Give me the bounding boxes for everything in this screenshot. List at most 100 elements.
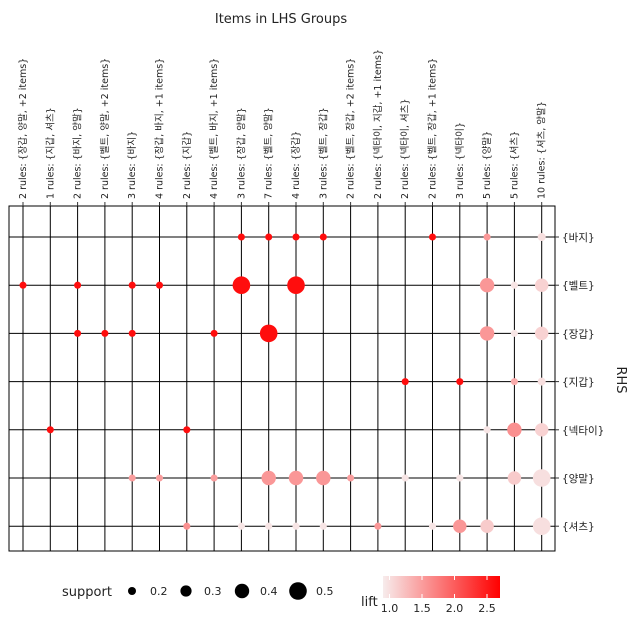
rule-point: [532, 469, 551, 487]
rule-point: [19, 281, 27, 289]
x-tick-label: 2 rules: {장갑, 양말, +2 items}: [17, 58, 29, 199]
y-tick-label: {벨트}: [562, 280, 595, 292]
support-legend-swatch: [234, 583, 250, 599]
x-tick-label: 5 rules: {양말}: [481, 131, 493, 199]
rule-point: [428, 522, 437, 530]
lift-legend-label: 2.5: [478, 602, 496, 615]
support-legend-swatch: [289, 582, 307, 600]
y-axis-label: RHS: [613, 366, 628, 393]
rule-point: [210, 474, 218, 482]
y-tick-label: {양말}: [562, 473, 595, 485]
rule-point: [237, 233, 245, 241]
x-tick-label: 2 rules: {벨트, 양말, +2 items}: [99, 58, 111, 199]
rule-point: [128, 281, 136, 289]
x-tick-label: 10 rules: {셔츠, 양말}: [536, 101, 548, 199]
rule-point: [537, 233, 546, 241]
rule-point: [237, 522, 245, 530]
support-legend-swatch: [128, 587, 136, 595]
rule-point: [292, 522, 300, 530]
rule-point: [292, 233, 300, 241]
rule-point: [510, 378, 518, 386]
x-tick-label: 4 rules: {벨트, 바지, +1 items}: [209, 58, 220, 199]
rule-point: [261, 470, 276, 486]
rule-point: [155, 281, 164, 289]
support-legend-swatch: [180, 585, 192, 597]
rule-point: [319, 522, 327, 530]
rule-point: [510, 329, 518, 337]
x-tick-label: 2 rules: {벨트, 장갑, +1 items}: [427, 58, 439, 199]
x-tick-label: 3 rules: {넥타이}: [455, 122, 466, 199]
rule-point: [46, 426, 54, 434]
rule-point: [453, 519, 467, 533]
y-tick-label: {지갑}: [562, 377, 595, 389]
rule-point: [210, 329, 218, 337]
y-tick-label: {셔츠}: [562, 521, 595, 533]
rule-point: [183, 522, 191, 530]
rule-point: [265, 233, 273, 241]
rule-point: [155, 474, 164, 482]
rule-point: [232, 276, 251, 295]
x-tick-label: 2 rules: {지갑}: [181, 131, 193, 199]
x-tick-label: 2 rules: {넥타이, 지갑, +1 items}: [372, 49, 384, 199]
rule-point: [479, 278, 495, 293]
y-tick-label: {바지}: [562, 232, 595, 244]
rule-point: [507, 422, 522, 437]
x-tick-label: 5 rules: {셔츠}: [509, 131, 520, 199]
y-tick-label: {장갑}: [562, 328, 595, 340]
plot-area: 2 rules: {장갑, 양말, +2 items} 1 rules: {지갑,…: [8, 49, 604, 552]
rule-point: [483, 426, 491, 434]
rule-point: [428, 233, 437, 241]
rule-point: [259, 324, 278, 343]
x-tick-label: 3 rules: {장갑, 양말}: [235, 107, 247, 199]
lift-legend-label: 2.0: [446, 602, 464, 615]
rule-point: [534, 423, 549, 437]
rule-point: [480, 519, 494, 533]
rule-point: [401, 474, 409, 482]
rule-point: [316, 470, 331, 486]
rule-point: [456, 378, 464, 386]
support-legend-label: 0.2: [150, 585, 168, 598]
rule-point: [265, 522, 273, 530]
rule-point: [319, 233, 327, 241]
rule-point: [534, 326, 549, 341]
x-tick-label: 3 rules: {벨트, 장갑}: [317, 107, 329, 199]
lift-legend-label: 1.0: [381, 602, 399, 615]
legend-area: support 0.2 0.3 0.4 0.5 lift 1.0 1.5 2.0 2.5: [62, 576, 500, 615]
rule-point: [74, 329, 82, 337]
rule-point: [74, 281, 82, 289]
x-tick-label: 2 rules: {넥타이, 셔츠}: [400, 99, 411, 199]
support-legend-label: 0.3: [204, 585, 222, 598]
rule-point: [532, 517, 551, 535]
rule-point: [374, 522, 382, 530]
rule-point: [479, 326, 495, 341]
rule-point: [483, 233, 491, 241]
rule-point: [534, 278, 549, 292]
x-tick-label: 3 rules: {바지}: [127, 131, 138, 199]
lift-colorbar: [383, 576, 500, 598]
x-tick-label: 1 rules: {지갑, 셔츠}: [44, 107, 56, 199]
rule-point: [101, 329, 109, 337]
rule-point: [507, 471, 522, 485]
rule-point: [510, 281, 518, 289]
y-tick-label: {넥타이}: [562, 425, 604, 437]
support-legend-label: 0.4: [260, 585, 278, 598]
support-legend-title: support: [62, 585, 112, 600]
rule-point: [183, 426, 191, 434]
rule-point: [128, 329, 136, 337]
x-tick-label: 4 rules: {장갑, 바지, +1 items}: [154, 58, 166, 199]
lift-legend-label: 1.5: [413, 602, 431, 615]
rule-point: [128, 474, 136, 482]
x-tick-label: 2 rules: {바지, 양말}: [72, 107, 84, 199]
x-tick-label: 4 rules: {장갑}: [290, 131, 302, 199]
support-legend-label: 0.5: [316, 585, 334, 598]
rule-point: [287, 276, 305, 295]
rule-point: [347, 474, 355, 482]
plot-frame: [8, 205, 556, 552]
rule-point: [288, 470, 304, 486]
x-tick-label: 2 rules: {벨트, 장갑, +2 items}: [345, 58, 357, 199]
lift-legend-title: lift: [361, 595, 378, 610]
rule-point: [456, 474, 464, 482]
chart-title: Items in LHS Groups: [215, 12, 347, 27]
